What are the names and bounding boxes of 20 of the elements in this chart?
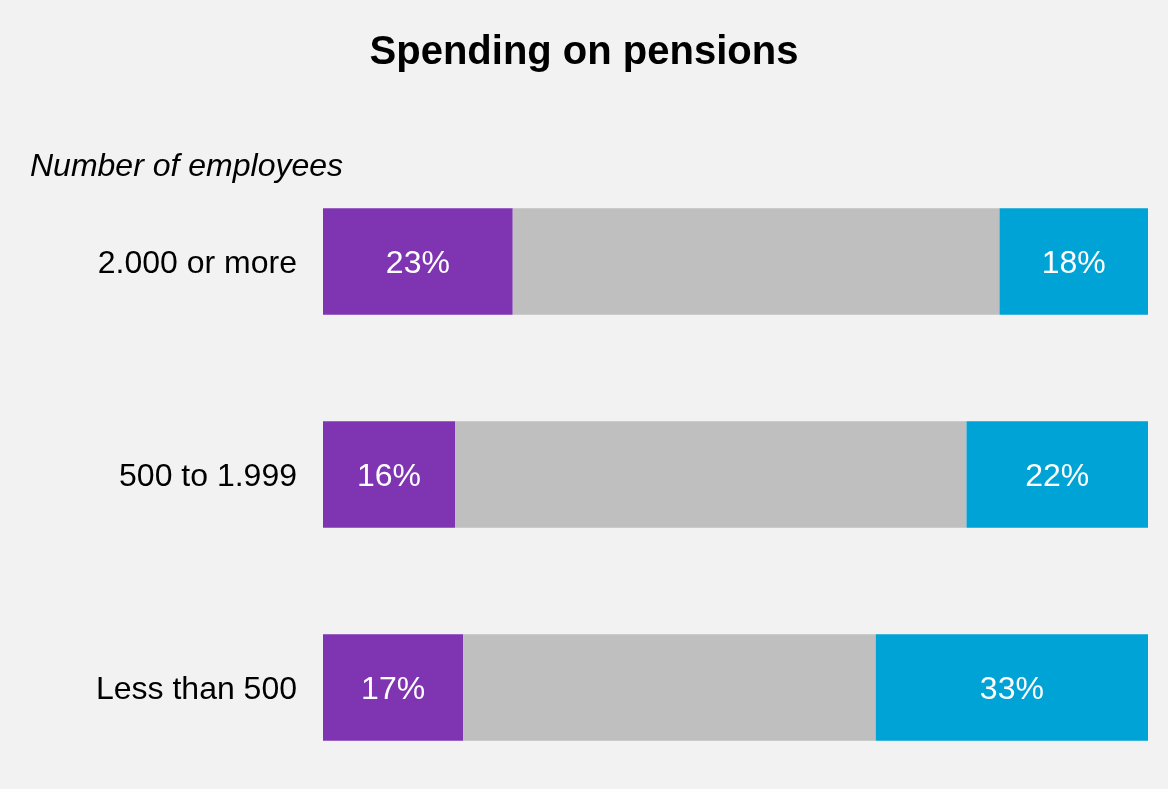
y-tick-label: 2.000 or more [97, 243, 297, 280]
bar [875, 634, 1148, 741]
y-axis-title: Number of employees [30, 147, 344, 184]
bar [966, 421, 1148, 528]
data-label: 17% [361, 669, 426, 706]
bar [463, 634, 876, 741]
data-label: 22% [1025, 456, 1090, 493]
y-tick-label: 500 to 1.999 [119, 456, 297, 493]
bar [323, 208, 513, 315]
bar [323, 421, 455, 528]
data-label: 23% [385, 243, 450, 280]
data-label: 33% [979, 669, 1044, 706]
bar [999, 208, 1148, 315]
data-label: 18% [1041, 243, 1106, 280]
data-label: 16% [356, 456, 422, 493]
y-tick-label: Less than 500 [95, 669, 297, 706]
bar [323, 634, 464, 741]
chart-title: Spending on pensions [369, 28, 799, 72]
bar [512, 208, 1000, 315]
bar [455, 421, 967, 528]
